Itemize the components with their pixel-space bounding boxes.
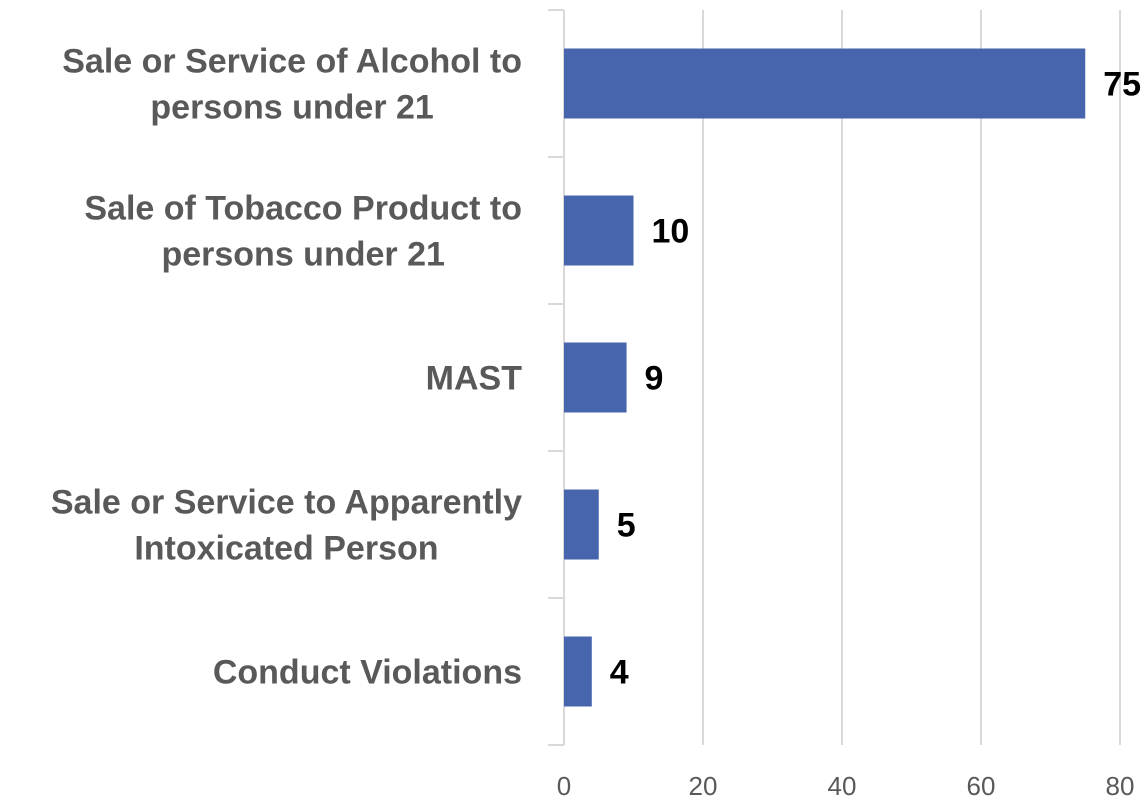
category-label: Sale or Service of Alcohol to persons und… [62,43,522,127]
x-tick-label: 60 [967,771,996,801]
bars [564,48,1086,707]
x-tick-label: 80 [1106,771,1135,801]
category-label: Conduct Violations [213,654,522,692]
category-label-line: Intoxicated Person [134,530,438,568]
bar [564,48,1086,119]
bar [564,636,592,707]
x-tick-label: 20 [689,771,718,801]
category-labels: Sale or Service of Alcohol to persons und… [51,43,522,692]
data-labels: 75 10 9 5 4 [610,66,1141,692]
bar [564,489,599,560]
x-tick-label: 0 [557,771,571,801]
bar [564,342,627,413]
category-label-line: persons under 21 [161,236,444,274]
bar [564,195,634,266]
category-label-line: MAST [426,360,523,398]
data-label: 10 [652,213,690,251]
gridlines [702,10,1121,745]
data-label: 9 [645,360,664,398]
category-label: MAST [426,360,523,398]
data-label: 4 [610,654,629,692]
category-axis [548,9,565,746]
data-label: 75 [1103,66,1141,104]
category-label-line: Sale of Tobacco Product to [84,190,522,228]
data-label: 5 [617,507,636,545]
x-tick-label: 40 [828,771,857,801]
category-label-line: Sale or Service of Alcohol to [62,43,522,81]
x-tick-labels: 0 20 40 60 80 [557,771,1135,801]
category-label-line: persons under 21 [150,89,433,127]
category-label-line: Conduct Violations [213,654,522,692]
category-label: Sale or Service to Apparently Intoxicated… [51,484,522,568]
category-label: Sale of Tobacco Product to persons under … [84,190,522,274]
category-label-line: Sale or Service to Apparently [51,484,522,522]
